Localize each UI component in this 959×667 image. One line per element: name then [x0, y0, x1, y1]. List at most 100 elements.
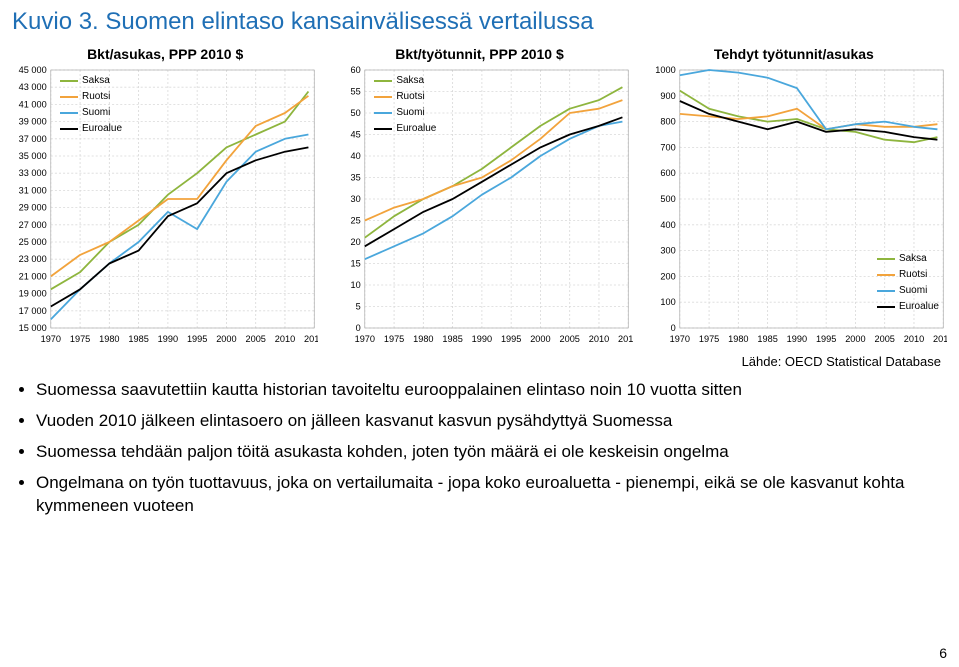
- svg-text:1995: 1995: [501, 334, 521, 344]
- bullet-item: Vuoden 2010 jälkeen elintasoero on jälle…: [36, 410, 947, 433]
- svg-text:5: 5: [356, 302, 361, 312]
- chart-3: Tehdyt työtunnit/asukas 0 100 200 300 400 500…: [641, 46, 947, 346]
- svg-text:35 000: 35 000: [19, 151, 47, 161]
- legend-item: Ruotsi: [60, 90, 122, 104]
- chart-1-title: Bkt/asukas, PPP 2010 $: [12, 46, 318, 62]
- legend-item: Euroalue: [877, 300, 939, 314]
- legend-label: Ruotsi: [899, 268, 927, 282]
- svg-text:1985: 1985: [443, 334, 463, 344]
- legend-swatch: [877, 290, 895, 292]
- svg-text:2015: 2015: [304, 334, 318, 344]
- legend-label: Ruotsi: [82, 90, 110, 104]
- svg-text:1000: 1000: [655, 66, 675, 75]
- svg-text:1985: 1985: [128, 334, 148, 344]
- svg-text:1980: 1980: [99, 334, 119, 344]
- svg-text:2000: 2000: [531, 334, 551, 344]
- svg-text:2000: 2000: [845, 334, 865, 344]
- svg-text:21 000: 21 000: [19, 271, 47, 281]
- svg-text:27 000: 27 000: [19, 220, 47, 230]
- svg-text:600: 600: [660, 168, 675, 178]
- svg-text:1995: 1995: [187, 334, 207, 344]
- legend-item: Ruotsi: [877, 268, 939, 282]
- svg-text:10: 10: [351, 280, 361, 290]
- svg-text:0: 0: [356, 323, 361, 333]
- legend-label: Suomi: [396, 106, 424, 120]
- page-title: Kuvio 3. Suomen elintaso kansainvälisess…: [12, 8, 947, 36]
- legend-item: Saksa: [60, 74, 122, 88]
- chart-legend: Saksa Ruotsi Suomi Euroalue: [877, 252, 939, 316]
- legend-item: Suomi: [60, 106, 122, 120]
- svg-text:300: 300: [660, 246, 675, 256]
- svg-text:41 000: 41 000: [19, 99, 47, 109]
- legend-item: Saksa: [877, 252, 939, 266]
- legend-swatch: [60, 128, 78, 130]
- legend-item: Euroalue: [60, 122, 122, 136]
- svg-text:23 000: 23 000: [19, 254, 47, 264]
- svg-text:35: 35: [351, 173, 361, 183]
- legend-swatch: [374, 112, 392, 114]
- legend-swatch: [877, 306, 895, 308]
- svg-text:15 000: 15 000: [19, 323, 47, 333]
- svg-text:800: 800: [660, 117, 675, 127]
- svg-text:2015: 2015: [618, 334, 632, 344]
- svg-text:100: 100: [660, 297, 675, 307]
- svg-text:2005: 2005: [560, 334, 580, 344]
- svg-text:43 000: 43 000: [19, 82, 47, 92]
- legend-label: Suomi: [82, 106, 110, 120]
- svg-text:2005: 2005: [245, 334, 265, 344]
- svg-text:2010: 2010: [275, 334, 295, 344]
- svg-text:30: 30: [351, 194, 361, 204]
- svg-text:700: 700: [660, 142, 675, 152]
- svg-text:0: 0: [670, 323, 675, 333]
- legend-swatch: [374, 80, 392, 82]
- svg-text:200: 200: [660, 271, 675, 281]
- svg-text:1980: 1980: [728, 334, 748, 344]
- legend-swatch: [60, 96, 78, 98]
- legend-item: Suomi: [877, 284, 939, 298]
- svg-text:1975: 1975: [699, 334, 719, 344]
- svg-text:1985: 1985: [757, 334, 777, 344]
- svg-text:2010: 2010: [903, 334, 923, 344]
- svg-text:45 000: 45 000: [19, 66, 47, 75]
- chart-2: Bkt/työtunnit, PPP 2010 $ 05101520253035…: [326, 46, 632, 346]
- bullet-item: Suomessa tehdään paljon töitä asukasta k…: [36, 441, 947, 464]
- legend-item: Ruotsi: [374, 90, 436, 104]
- legend-swatch: [374, 128, 392, 130]
- legend-swatch: [60, 80, 78, 82]
- svg-text:20: 20: [351, 237, 361, 247]
- legend-item: Saksa: [374, 74, 436, 88]
- svg-text:25: 25: [351, 216, 361, 226]
- svg-text:1970: 1970: [669, 334, 689, 344]
- svg-text:17 000: 17 000: [19, 306, 47, 316]
- legend-label: Euroalue: [899, 300, 939, 314]
- svg-text:55: 55: [351, 87, 361, 97]
- legend-swatch: [374, 96, 392, 98]
- chart-legend: Saksa Ruotsi Suomi Euroalue: [60, 74, 122, 138]
- svg-text:900: 900: [660, 91, 675, 101]
- legend-label: Suomi: [899, 284, 927, 298]
- svg-text:2000: 2000: [216, 334, 236, 344]
- svg-text:400: 400: [660, 220, 675, 230]
- svg-text:50: 50: [351, 108, 361, 118]
- svg-text:37 000: 37 000: [19, 134, 47, 144]
- page-number: 6: [939, 645, 947, 661]
- svg-text:60: 60: [351, 66, 361, 75]
- legend-label: Euroalue: [82, 122, 122, 136]
- svg-text:500: 500: [660, 194, 675, 204]
- legend-label: Saksa: [396, 74, 424, 88]
- svg-text:25 000: 25 000: [19, 237, 47, 247]
- chart-3-title: Tehdyt työtunnit/asukas: [641, 46, 947, 62]
- svg-text:45: 45: [351, 130, 361, 140]
- svg-text:2015: 2015: [933, 334, 947, 344]
- legend-label: Euroalue: [396, 122, 436, 136]
- svg-text:1990: 1990: [158, 334, 178, 344]
- svg-text:1970: 1970: [41, 334, 61, 344]
- legend-item: Euroalue: [374, 122, 436, 136]
- legend-label: Saksa: [899, 252, 927, 266]
- svg-text:40: 40: [351, 151, 361, 161]
- svg-text:29 000: 29 000: [19, 203, 47, 213]
- legend-swatch: [60, 112, 78, 114]
- svg-text:19 000: 19 000: [19, 289, 47, 299]
- chart-1: Bkt/asukas, PPP 2010 $ 15 000 17 000 19 00…: [12, 46, 318, 346]
- svg-text:1980: 1980: [413, 334, 433, 344]
